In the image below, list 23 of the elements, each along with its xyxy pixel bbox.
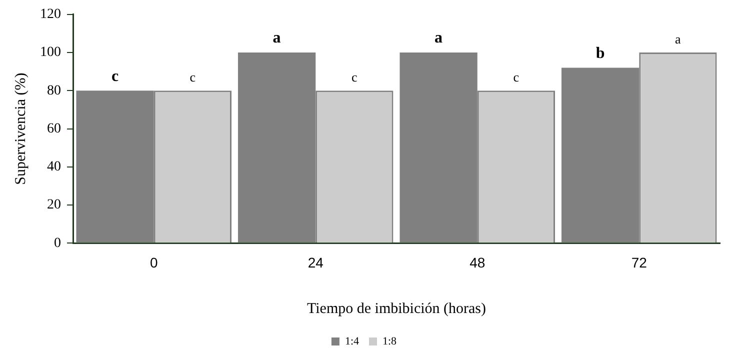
x-tick-label: 48 bbox=[470, 254, 486, 270]
data-label: c bbox=[513, 70, 520, 85]
y-tick-label: 120 bbox=[40, 7, 61, 22]
x-tick-label: 24 bbox=[308, 254, 324, 270]
data-label: a bbox=[675, 31, 682, 46]
data-label: b bbox=[596, 44, 605, 62]
data-label: c bbox=[190, 70, 196, 85]
y-tick-label: 80 bbox=[47, 83, 61, 98]
x-tick-label: 0 bbox=[150, 254, 158, 270]
legend-label: 1:4 bbox=[344, 335, 360, 348]
x-axis-title: Tiempo de imbibición (horas) bbox=[306, 300, 486, 317]
y-tick-label: 60 bbox=[47, 121, 61, 136]
legend-label: 1:8 bbox=[382, 335, 398, 348]
data-label: a bbox=[272, 30, 281, 47]
y-tick-label: 0 bbox=[54, 236, 61, 251]
data-label: c bbox=[352, 70, 358, 85]
y-tick-label: 20 bbox=[47, 198, 61, 213]
y-tick-label: 40 bbox=[47, 160, 61, 175]
data-label: c bbox=[112, 68, 119, 85]
y-axis-title: Supervivencia (%) bbox=[12, 72, 29, 185]
y-tick-label: 100 bbox=[40, 45, 61, 60]
data-label: a bbox=[434, 30, 443, 47]
x-tick-label: 72 bbox=[631, 254, 648, 270]
